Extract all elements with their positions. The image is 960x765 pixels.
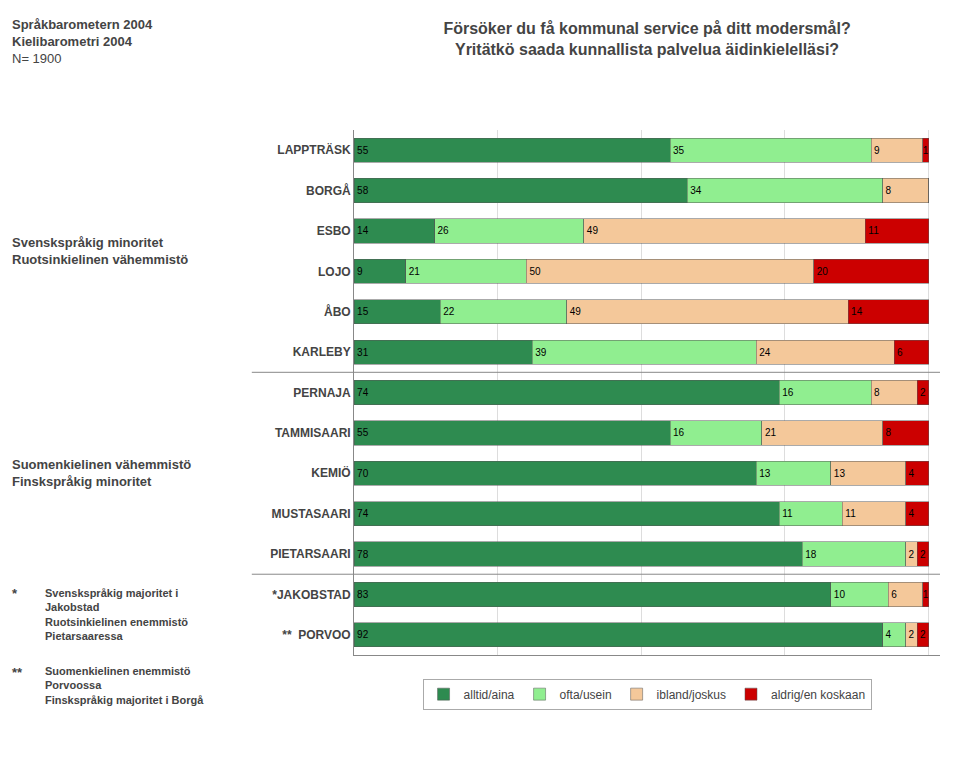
svg-text:55: 55 [357, 145, 369, 156]
svg-text:26: 26 [438, 225, 450, 236]
svg-text:8: 8 [886, 427, 892, 438]
svg-text:ESBO: ESBO [317, 224, 351, 238]
svg-text:21: 21 [765, 427, 777, 438]
svg-text:4: 4 [909, 508, 915, 519]
svg-text:Försöker du få kommunal servic: Försöker du få kommunal service på ditt … [443, 20, 850, 58]
svg-text:PIETARSAARI: PIETARSAARI [270, 547, 350, 561]
svg-text:2: 2 [909, 629, 915, 640]
svg-text:35: 35 [673, 145, 685, 156]
svg-text:11: 11 [845, 508, 856, 519]
svg-text:Språkbarometern 2004Kielibarom: Språkbarometern 2004Kielibarometri 2004N… [12, 17, 153, 66]
svg-text:4: 4 [886, 629, 892, 640]
svg-text:** PORVOO: ** PORVOO [282, 628, 350, 642]
svg-text:20: 20 [817, 266, 829, 277]
svg-text:TAMMISAARI: TAMMISAARI [275, 426, 351, 440]
svg-text:39: 39 [535, 347, 547, 358]
svg-text:24: 24 [759, 347, 771, 358]
svg-text:49: 49 [587, 225, 599, 236]
svg-text:16: 16 [673, 427, 685, 438]
svg-text:Svenskspråkig minoritetRuotsin: Svenskspråkig minoritetRuotsinkielinen v… [12, 235, 188, 267]
svg-text:13: 13 [834, 468, 846, 479]
svg-text:4: 4 [909, 468, 915, 479]
svg-text:6: 6 [897, 347, 903, 358]
svg-text:alltid/aina: alltid/aina [464, 688, 515, 702]
svg-text:11: 11 [782, 508, 793, 519]
svg-text:13: 13 [759, 468, 771, 479]
svg-text:9: 9 [357, 266, 363, 277]
svg-text:*JAKOBSTAD: *JAKOBSTAD [272, 588, 351, 602]
svg-text:BORGÅ: BORGÅ [306, 183, 351, 198]
svg-text:2: 2 [920, 549, 926, 560]
svg-text:55: 55 [357, 427, 369, 438]
svg-text:50: 50 [529, 266, 541, 277]
svg-text:74: 74 [357, 387, 369, 398]
svg-text:21: 21 [409, 266, 421, 277]
svg-text:8: 8 [874, 387, 880, 398]
svg-text:Svenskspråkig majoritet iJakob: Svenskspråkig majoritet iJakobstadRuotsi… [45, 587, 188, 642]
svg-text:58: 58 [357, 185, 369, 196]
svg-text:16: 16 [782, 387, 794, 398]
svg-text:14: 14 [357, 225, 369, 236]
svg-text:KEMIÖ: KEMIÖ [311, 465, 350, 480]
svg-text:74: 74 [357, 508, 369, 519]
svg-text:LAPPTRÄSK: LAPPTRÄSK [277, 142, 351, 157]
svg-text:LOJO: LOJO [318, 265, 351, 279]
svg-text:78: 78 [357, 549, 369, 560]
svg-text:ibland/joskus: ibland/joskus [657, 688, 726, 702]
svg-text:PERNAJA: PERNAJA [293, 386, 351, 400]
svg-text:KARLEBY: KARLEBY [293, 345, 351, 359]
svg-text:22: 22 [443, 306, 455, 317]
svg-text:1: 1 [923, 145, 929, 156]
svg-text:aldrig/en koskaan: aldrig/en koskaan [771, 688, 865, 702]
svg-text:15: 15 [357, 306, 369, 317]
svg-text:34: 34 [690, 185, 702, 196]
svg-text:70: 70 [357, 468, 369, 479]
svg-text:MUSTASAARI: MUSTASAARI [272, 507, 351, 521]
svg-text:Suomenkielinen enemmistöPorvoo: Suomenkielinen enemmistöPorvoossaFinsksp… [45, 665, 204, 706]
svg-text:Suomenkielinen vähemmistöFinsk: Suomenkielinen vähemmistöFinskspråkig mi… [12, 457, 191, 489]
svg-text:1: 1 [923, 589, 929, 600]
svg-text:49: 49 [570, 306, 582, 317]
svg-text:14: 14 [851, 306, 863, 317]
svg-text:8: 8 [886, 185, 892, 196]
svg-text:18: 18 [805, 549, 817, 560]
svg-text:9: 9 [874, 145, 880, 156]
svg-text:31: 31 [357, 347, 369, 358]
svg-text:**: ** [12, 665, 23, 680]
svg-text:83: 83 [357, 589, 369, 600]
svg-text:*: * [12, 586, 18, 601]
svg-text:92: 92 [357, 629, 369, 640]
svg-text:ofta/usein: ofta/usein [560, 688, 612, 702]
svg-text:10: 10 [834, 589, 846, 600]
svg-text:2: 2 [920, 387, 926, 398]
svg-text:ÅBO: ÅBO [324, 304, 351, 319]
svg-text:6: 6 [891, 589, 897, 600]
svg-text:2: 2 [909, 549, 915, 560]
svg-text:11: 11 [868, 225, 879, 236]
svg-text:2: 2 [920, 629, 926, 640]
